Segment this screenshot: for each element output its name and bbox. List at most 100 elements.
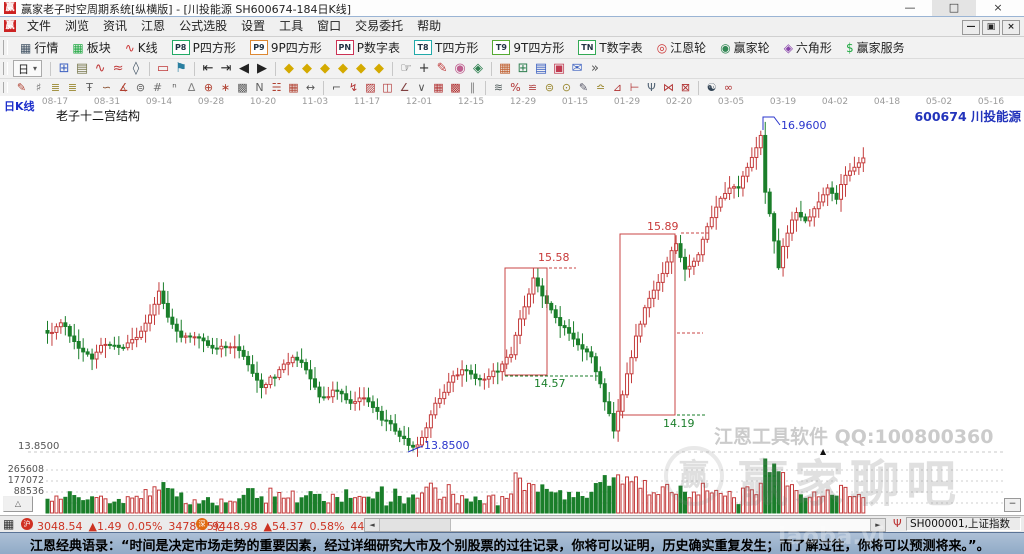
mdi-minimize-button[interactable]: —: [962, 20, 980, 35]
save-icon[interactable]: ▣: [552, 60, 566, 76]
box-x-icon[interactable]: ⊠: [680, 81, 691, 94]
gann-diamond-6-icon[interactable]: ◆: [374, 60, 385, 76]
9p-square-button[interactable]: P9 9P四方形: [243, 39, 329, 56]
grid-lines-icon[interactable]: ♯: [35, 81, 42, 94]
zigzag-icon[interactable]: ∨: [417, 81, 426, 94]
t-table-button[interactable]: TN T数字表: [571, 39, 649, 56]
select-region-icon[interactable]: ▭: [156, 60, 170, 76]
red-grid2-icon[interactable]: ▩: [450, 81, 461, 94]
close-button[interactable]: ×: [993, 1, 1003, 14]
menu-item-settings[interactable]: 设置: [241, 19, 266, 33]
menu-item-file[interactable]: 文件: [27, 19, 52, 33]
menu-item-browse[interactable]: 浏览: [65, 19, 90, 33]
sectors-button[interactable]: ▦ 板块: [65, 39, 117, 56]
winner-wheel-button[interactable]: ◉ 赢家轮: [713, 39, 777, 56]
rect-select-icon[interactable]: ⌐: [331, 81, 342, 94]
hatch-icon[interactable]: #: [152, 81, 163, 94]
delta-icon[interactable]: ⊿: [612, 81, 623, 94]
info-panel-icon[interactable]: ▤: [75, 60, 89, 76]
gann-grid-icon[interactable]: ≣: [50, 81, 61, 94]
gann-diamond-3-icon[interactable]: ◆: [320, 60, 331, 76]
crosshair-icon[interactable]: +: [418, 60, 430, 76]
gann-diamond-4-icon[interactable]: ◆: [338, 60, 349, 76]
winner-service-button[interactable]: $ 赢家服务: [839, 39, 912, 56]
menu-item-tools[interactable]: 工具: [279, 19, 304, 33]
toolbar-grip[interactable]: [3, 40, 8, 55]
period-label[interactable]: 日K线: [4, 100, 35, 113]
cycle-tool-icon[interactable]: ◊: [132, 60, 140, 76]
ray-icon[interactable]: ↯: [348, 81, 359, 94]
period-day-dropdown[interactable]: 日 ▾: [13, 60, 43, 77]
red-grid-icon[interactable]: ▦: [433, 81, 444, 94]
wave-count-icon[interactable]: N: [255, 81, 264, 94]
menu-item-trade[interactable]: 交易委托: [355, 19, 404, 33]
percent-level-icon[interactable]: ≌: [527, 81, 538, 94]
trend-curve-icon[interactable]: ∿: [94, 60, 106, 76]
window-layout-icon[interactable]: ⊞: [58, 60, 70, 76]
bowtie-icon[interactable]: ⋈: [663, 81, 674, 94]
angle-tool-icon[interactable]: ∡: [118, 81, 129, 94]
draw-pen-icon[interactable]: ✎: [16, 81, 27, 94]
stamp-icon[interactable]: ◉: [454, 60, 466, 76]
shade-icon[interactable]: ▨: [365, 81, 376, 94]
menu-item-gann[interactable]: 江恩: [141, 19, 166, 33]
p-square-button[interactable]: P8 P四方形: [165, 39, 243, 56]
next-page-icon[interactable]: ▶: [257, 60, 268, 76]
fence-icon[interactable]: ▦: [288, 81, 299, 94]
last-page-icon[interactable]: ⇥: [220, 60, 232, 76]
target-icon[interactable]: ⊕: [203, 81, 214, 94]
angle2-icon[interactable]: ∠: [399, 81, 410, 94]
calculator-icon[interactable]: ⊞: [517, 60, 529, 76]
gann-grid2-icon[interactable]: ≣: [67, 81, 78, 94]
kline-button[interactable]: ∿ K线: [118, 39, 165, 56]
hexagon-button[interactable]: ◈ 六角形: [777, 39, 839, 56]
calendar-icon[interactable]: ▦: [498, 60, 512, 76]
infinity-icon[interactable]: ∞: [723, 81, 734, 94]
notes-icon[interactable]: ▤: [534, 60, 548, 76]
toolbar-grip[interactable]: [3, 61, 8, 76]
horizontal-scrollbar[interactable]: ◄ ►: [364, 518, 886, 532]
export-icon[interactable]: »: [591, 60, 599, 76]
maximize-button[interactable]: □: [932, 0, 976, 16]
turn-icon[interactable]: ⊢: [629, 81, 640, 94]
level-flag-icon[interactable]: Ŧ: [86, 81, 93, 94]
gann-diamond-2-icon[interactable]: ◆: [302, 60, 313, 76]
toolbar-grip[interactable]: [3, 81, 8, 94]
trigram-icon[interactable]: ☵: [271, 81, 282, 94]
ink-pen-icon[interactable]: ✎: [578, 81, 589, 94]
starburst-icon[interactable]: ∗: [220, 81, 231, 94]
wave-icon[interactable]: ≋: [493, 81, 504, 94]
quotes-button[interactable]: ▦ 行情: [13, 39, 65, 56]
minimize-pane-button[interactable]: −: [1004, 498, 1021, 512]
scroll-left-button[interactable]: ◄: [365, 519, 380, 531]
minimize-button[interactable]: —: [904, 1, 916, 14]
kline-chart-area[interactable]: 日K线 08-17 08-31 09-14 09-28 10-20 11-03 11-17 1…: [0, 96, 1024, 515]
gann-diamond-5-icon[interactable]: ◆: [356, 60, 367, 76]
mask-icon[interactable]: ▩: [237, 81, 248, 94]
olive-circle-icon[interactable]: ⊜: [544, 81, 555, 94]
levels-icon[interactable]: ≏: [595, 81, 606, 94]
fork-icon[interactable]: Ψ: [647, 81, 656, 94]
market-grid-icon[interactable]: ▦: [3, 517, 15, 531]
triangle-icon[interactable]: ∆: [187, 81, 196, 94]
spiral-icon[interactable]: ∽: [101, 81, 112, 94]
p-table-button[interactable]: PN P数字表: [329, 39, 407, 56]
trend-curve2-icon[interactable]: ≈: [112, 60, 124, 76]
gann-wheel-button[interactable]: ◎ 江恩轮: [650, 39, 714, 56]
t-square-button[interactable]: T8 T四方形: [407, 39, 485, 56]
menu-item-formula-picker[interactable]: 公式选股: [179, 19, 228, 33]
parallel-icon[interactable]: ∥: [469, 81, 476, 94]
flag-icon[interactable]: ⚑: [175, 60, 187, 76]
dot-circle-icon[interactable]: ⊙: [561, 81, 572, 94]
scroll-right-button[interactable]: ►: [870, 519, 885, 531]
scrollbar-thumb[interactable]: [380, 519, 451, 531]
menu-item-window[interactable]: 窗口: [317, 19, 342, 33]
9t-square-button[interactable]: T9 9T四方形: [485, 39, 571, 56]
n-square-icon[interactable]: ⁿ: [172, 81, 177, 94]
mail-icon[interactable]: ✉: [571, 60, 583, 76]
mdi-close-button[interactable]: ×: [1002, 20, 1020, 35]
half-square-icon[interactable]: ◫: [382, 81, 393, 94]
yinyang-icon[interactable]: ☯: [706, 81, 717, 94]
menu-item-help[interactable]: 帮助: [417, 19, 442, 33]
percent-icon[interactable]: %: [510, 81, 521, 94]
